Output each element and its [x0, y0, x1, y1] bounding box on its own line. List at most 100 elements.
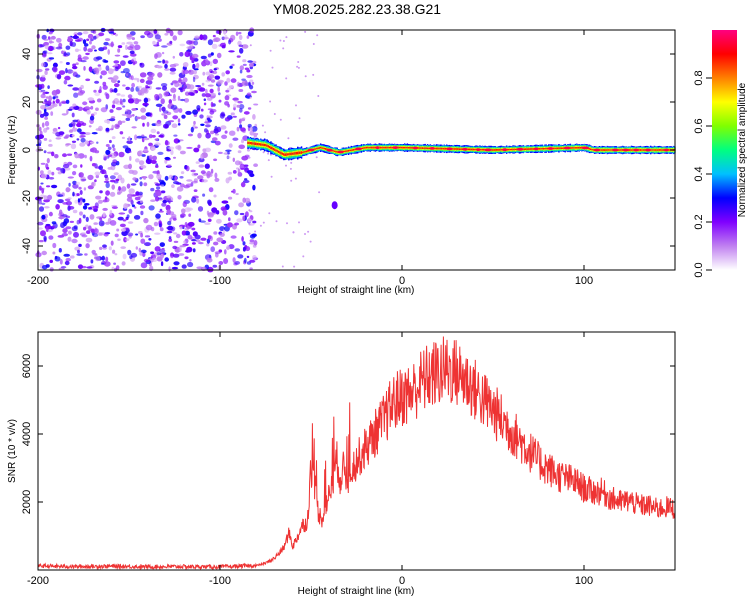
spectrogram-noise-mark — [157, 72, 163, 78]
spectrogram-noise-mark — [127, 193, 133, 199]
spectrogram-noise-mark — [190, 169, 196, 173]
spectrogram-noise-mark — [156, 131, 160, 135]
spectrogram-noise-mark — [76, 219, 80, 225]
spectrogram-noise-mark — [56, 74, 62, 80]
spectrogram-noise-mark — [172, 217, 177, 221]
spectrogram-noise-mark — [206, 243, 210, 247]
spectrogram-y-label: Frequency (Hz) — [7, 116, 18, 185]
spectrogram-ridge-mark — [344, 150, 346, 153]
spectrogram-noise-mark — [84, 140, 90, 145]
spectrogram-noise-mark — [238, 31, 242, 35]
spectrogram-noise-mark — [40, 105, 47, 110]
spectrogram-noise-mark — [114, 63, 119, 67]
spectrogram-noise-mark — [117, 45, 123, 49]
spectrogram-noise-mark — [227, 87, 231, 91]
spectrogram-noise-mark — [171, 123, 178, 128]
spectrogram-noise-mark — [88, 66, 93, 72]
spectrogram-noise-mark — [167, 164, 172, 167]
spectrogram-noise-mark — [68, 230, 72, 235]
spectrogram-noise-mark — [36, 143, 42, 147]
spectrogram-noise-mark — [182, 69, 189, 75]
spectrogram-noise-mark — [239, 212, 245, 216]
spectrogram-noise-mark — [87, 48, 93, 53]
spectrogram-ridge-mark — [601, 149, 603, 151]
spectrogram-noise-mark — [253, 240, 258, 246]
spectrogram-noise-mark — [148, 134, 153, 139]
spectrogram-noise-mark — [180, 81, 186, 85]
spectrogram-noise-mark — [139, 78, 145, 83]
spectrogram-noise-mark — [51, 171, 55, 176]
spectrogram-noise-mark — [217, 265, 222, 270]
spectrogram-ridge-mark — [576, 147, 578, 149]
spectrogram-ridge-mark — [562, 147, 564, 149]
spectrogram-noise-mark — [102, 199, 108, 203]
spectrogram-noise-mark — [40, 93, 46, 99]
spectrogram-x-ticks: -200 -100 0 100 — [27, 30, 593, 287]
spectrogram-noise-mark — [94, 179, 97, 183]
spectrogram-noise-mark — [49, 57, 55, 60]
spectrogram-ridge-mark — [390, 146, 392, 149]
spectrogram-ridge-mark — [346, 150, 349, 152]
spectrogram-noise-mark — [261, 124, 264, 127]
spectrogram-noise-mark — [79, 142, 86, 147]
spectrogram-noise-mark — [164, 175, 169, 181]
spectrogram-noise-mark — [139, 251, 144, 256]
spectrogram-noise-mark — [201, 82, 205, 86]
spectrogram-noise-mark — [176, 186, 184, 192]
spectrogram-peak-mark — [307, 148, 315, 152]
spectrogram-noise-mark — [244, 197, 251, 204]
spectrogram-ridge-mark — [350, 149, 352, 152]
spectrogram-noise-mark — [155, 52, 162, 58]
spectrogram-noise-mark — [240, 118, 246, 122]
spectrogram-noise-mark — [102, 212, 106, 217]
spectrogram-noise-mark — [88, 207, 93, 210]
spectrogram-noise-mark — [214, 75, 221, 80]
spectrogram-noise-mark — [182, 86, 186, 92]
spectrogram-noise-mark — [139, 205, 146, 209]
spectrogram-noise-mark — [45, 226, 49, 233]
spectrogram-noise-mark — [46, 185, 51, 188]
spectrogram-noise-mark — [153, 221, 159, 227]
spectrogram-ridge-mark — [295, 151, 298, 155]
spectrogram-ridge-mark — [600, 149, 602, 151]
spectrogram-noise-mark — [252, 220, 257, 224]
spectrogram-ridge-mark — [554, 147, 556, 150]
spectrogram-noise-mark — [150, 128, 157, 134]
spectrogram-ridge-mark — [285, 153, 287, 156]
spectrogram-noise-mark — [131, 37, 135, 41]
spectrogram-noise-mark — [312, 43, 315, 45]
spectrogram-noise-mark — [229, 65, 233, 69]
spectrogram-noise-mark — [58, 102, 62, 107]
snr-y-tick-label: 2000 — [21, 490, 33, 514]
spectrogram-noise-mark — [312, 73, 315, 76]
spectrogram-noise-mark — [93, 35, 97, 40]
spectrogram-noise-mark — [138, 247, 141, 253]
spectrogram-noise-mark — [80, 137, 86, 143]
spectrogram-noise-mark — [268, 212, 271, 215]
spectrogram-noise-mark — [130, 53, 137, 57]
spectrogram-noise-mark — [91, 45, 96, 50]
spectrogram-noise-mark — [193, 58, 199, 62]
spectrogram-noise-mark — [213, 231, 218, 235]
spectrogram-noise-mark — [131, 108, 137, 111]
spectrogram-noise-mark — [60, 222, 66, 229]
spectrogram-noise-mark — [239, 69, 243, 74]
spectrogram-noise-mark — [156, 65, 163, 69]
spectrogram-noise-mark — [45, 101, 52, 106]
spectrogram-noise-mark — [169, 71, 176, 75]
spectrogram-noise-mark — [52, 242, 57, 249]
spectrogram-ridge-mark — [387, 146, 389, 149]
spectrogram-noise-mark — [128, 163, 132, 170]
spectrogram-noise-mark — [65, 45, 71, 50]
spectrogram-noise-mark — [187, 133, 193, 137]
spectrogram-noise-mark — [156, 186, 161, 190]
spectrogram-noise-mark — [249, 96, 252, 99]
spectrogram-noise-mark — [206, 172, 213, 178]
spectrogram-noise-mark — [159, 106, 162, 112]
colorbar-ticks: 0.0 0.2 0.4 0.6 0.8 — [693, 70, 712, 278]
spectrogram-ridge-mark — [560, 147, 563, 149]
spectrogram-ridge-mark — [537, 148, 540, 150]
spectrogram-noise-mark — [228, 50, 235, 53]
spectrogram-noise-mark — [251, 81, 255, 85]
spectrogram-noise-mark — [228, 85, 234, 89]
